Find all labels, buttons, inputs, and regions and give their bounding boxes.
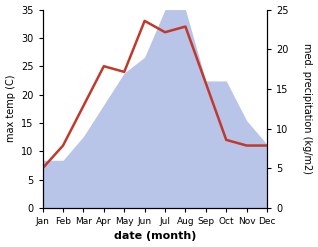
X-axis label: date (month): date (month) (114, 231, 196, 242)
Y-axis label: med. precipitation (kg/m2): med. precipitation (kg/m2) (302, 43, 313, 174)
Y-axis label: max temp (C): max temp (C) (5, 75, 16, 143)
